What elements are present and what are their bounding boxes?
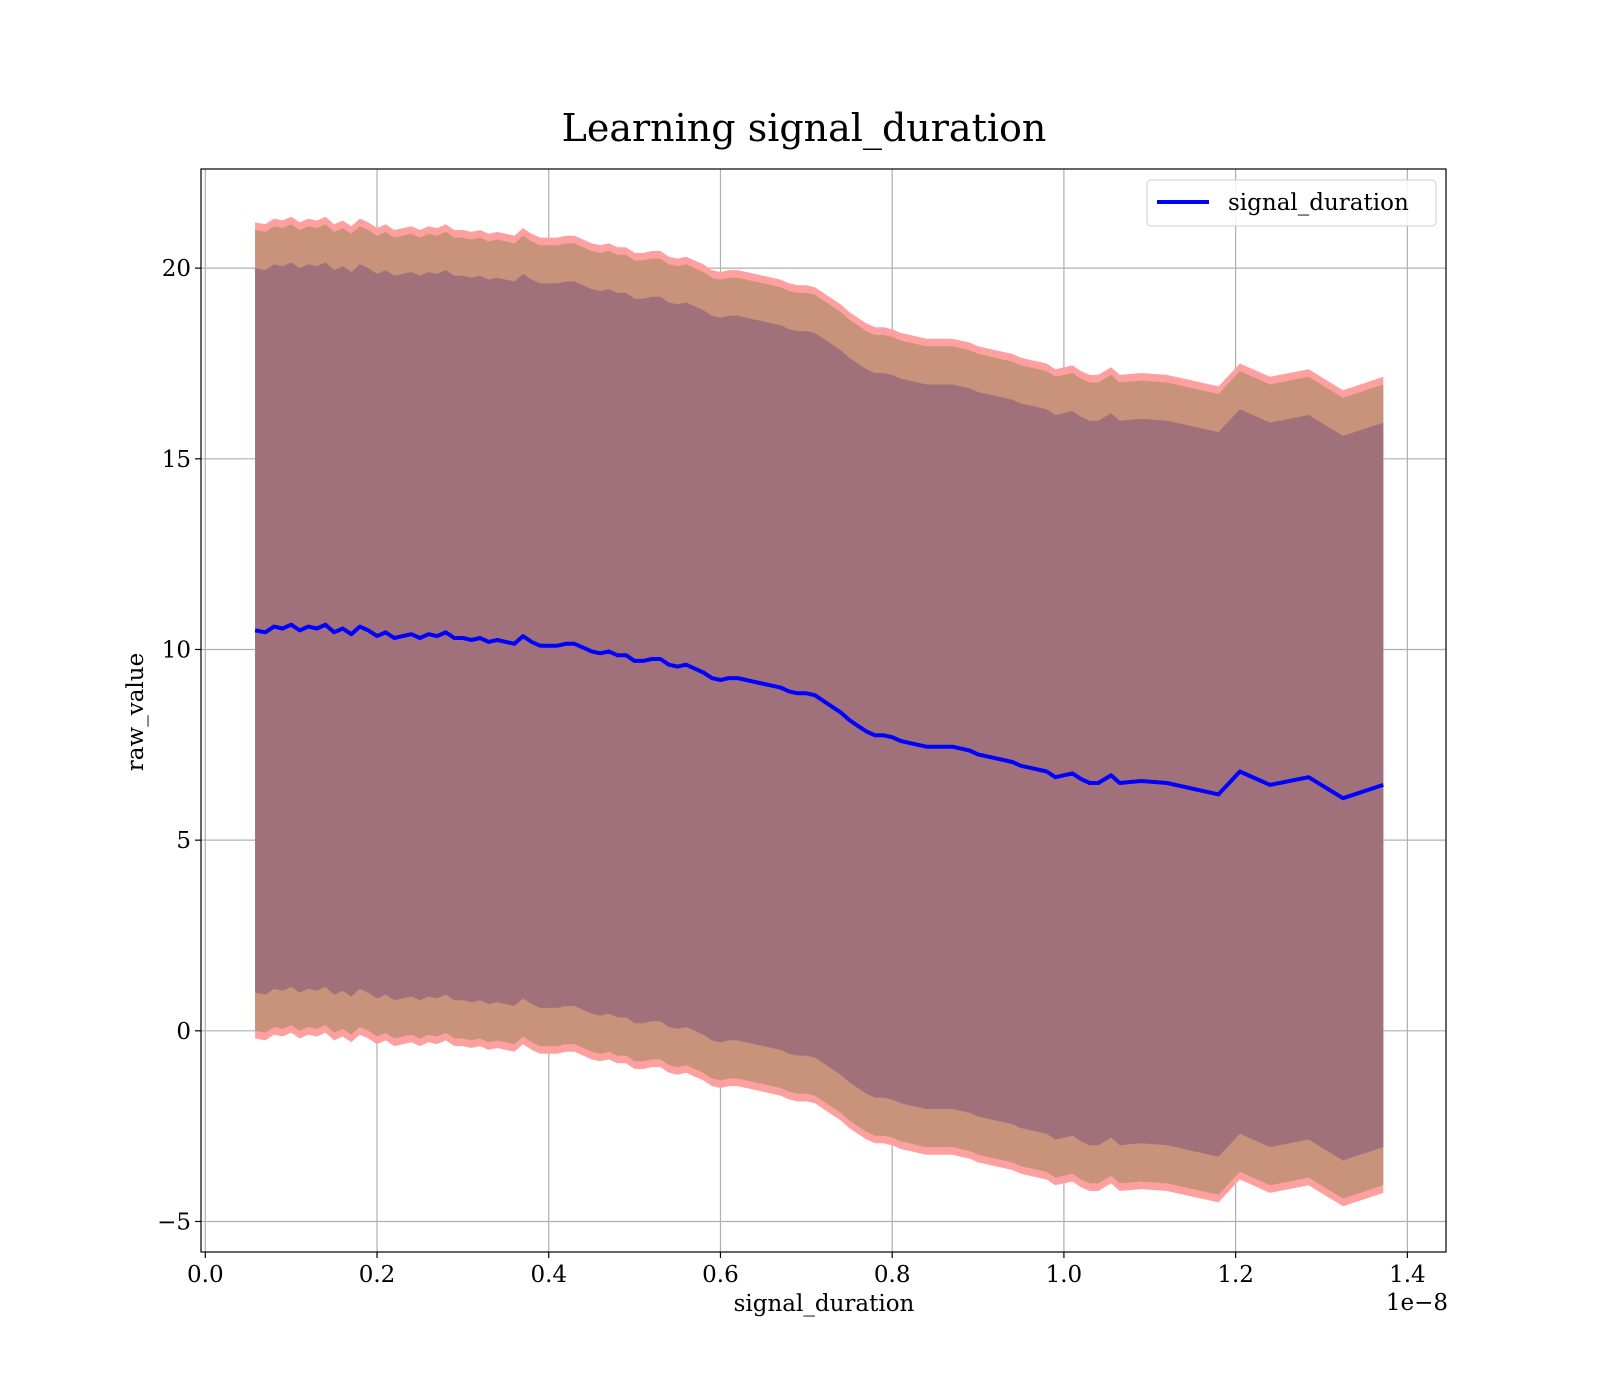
- y-tick-label: 5: [176, 828, 191, 854]
- y-tick-label: 20: [162, 256, 191, 282]
- legend: signal_duration: [1146, 179, 1437, 227]
- series-lines: [254, 622, 1384, 801]
- x-tick-label: 0.4: [530, 1262, 567, 1288]
- x-tick-label: 0.6: [702, 1262, 739, 1288]
- y-axis-label: raw_value: [123, 653, 149, 771]
- legend-label: signal_duration: [1228, 190, 1409, 216]
- y-tick-label: −5: [157, 1209, 191, 1235]
- chart-title: Learning signal_duration: [562, 106, 1047, 151]
- inner-band: [255, 262, 1384, 1161]
- y-tick-label: 10: [162, 637, 191, 663]
- x-tick-label: 1.4: [1389, 1262, 1426, 1288]
- ticks: 0.0 0.2 0.4 0.6 0.8 1.0 1.2 1.4 −5 0 5 10 15 20: [157, 256, 1426, 1288]
- legend-box: [1146, 179, 1437, 227]
- x-tick-label: 1.2: [1217, 1262, 1254, 1288]
- x-axis-offset-text: 1e−8: [1386, 1290, 1448, 1316]
- plot-area-frame: [200, 168, 1447, 1253]
- series-line-signal-duration: [254, 622, 1384, 801]
- x-tick-label: 1.0: [1046, 1262, 1083, 1288]
- y-tick-label: 15: [162, 447, 191, 473]
- x-axis-label: signal_duration: [734, 1291, 915, 1317]
- y-tick-label: 0: [176, 1019, 191, 1045]
- bands: [255, 216, 1384, 1207]
- x-tick-label: 0.0: [187, 1262, 224, 1288]
- x-tick-label: 0.8: [874, 1262, 911, 1288]
- x-tick-label: 0.2: [359, 1262, 396, 1288]
